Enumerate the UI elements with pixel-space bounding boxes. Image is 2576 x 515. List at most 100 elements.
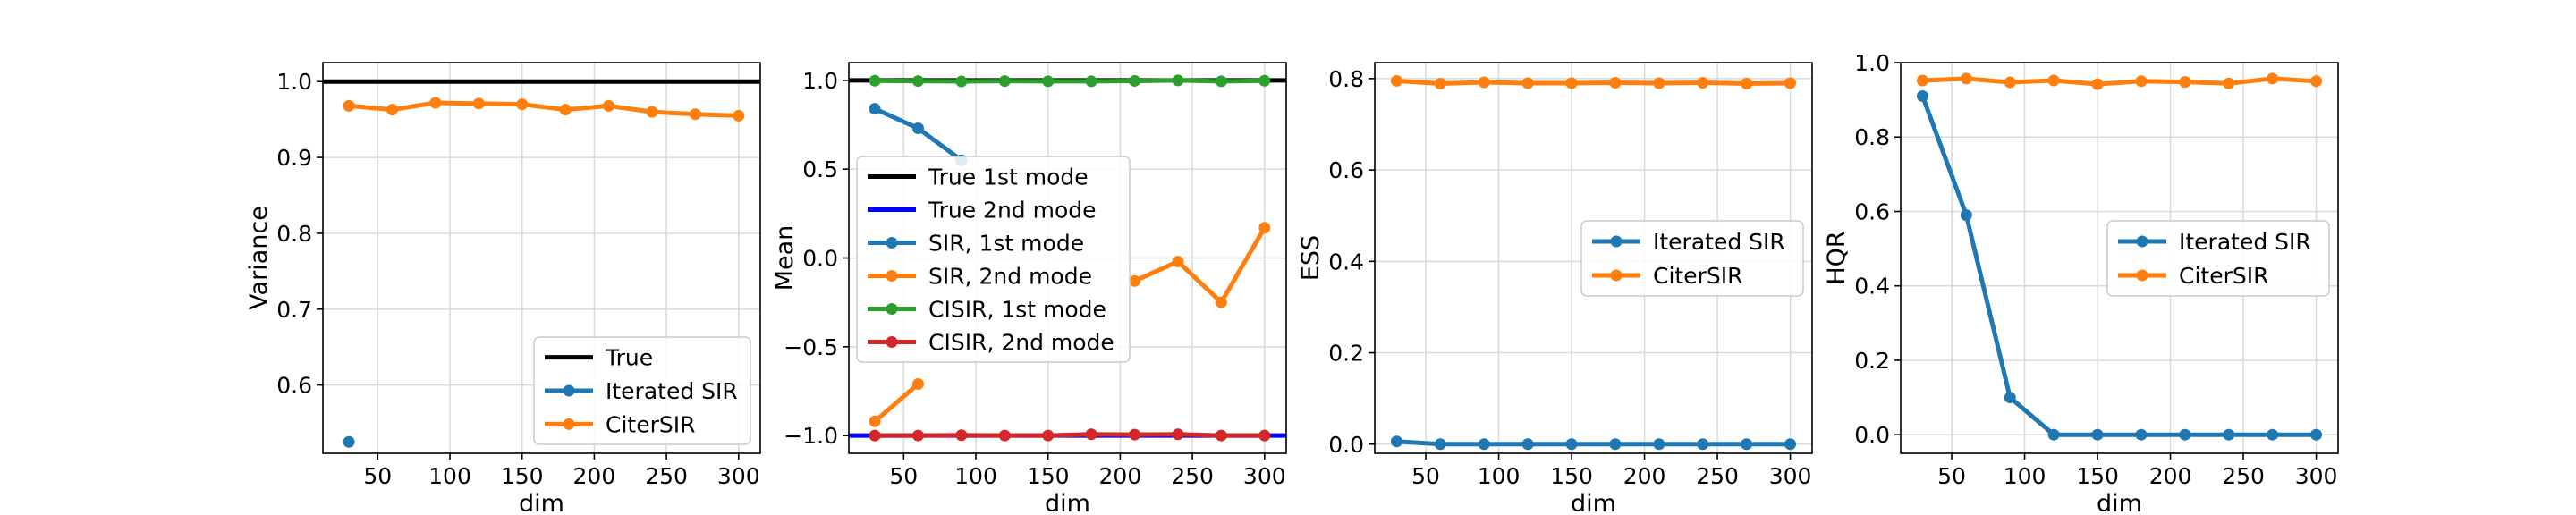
data-point <box>2310 75 2323 88</box>
data-point <box>911 122 924 134</box>
series-line <box>874 106 963 163</box>
data-point <box>911 378 924 391</box>
x-axis-label: dim <box>1571 490 1616 515</box>
x-axis-label: dim <box>1045 490 1090 515</box>
data-point <box>516 98 529 111</box>
data-point <box>429 97 442 109</box>
data-point <box>343 99 355 112</box>
y-axis-label: HQR <box>1823 231 1851 284</box>
data-point <box>1565 438 1578 451</box>
series-3 <box>869 222 1271 427</box>
legend-label: CISIR, 2nd mode <box>928 330 1114 356</box>
panel-0: 50 100 150 200 250 300 0.6 0.7 0.8 0.9 1.0 dim Varia… <box>245 62 761 515</box>
data-point <box>2091 78 2104 90</box>
series-line <box>1396 78 1791 87</box>
data-point <box>1478 76 1490 89</box>
x-tick-label: 300 <box>2295 463 2338 489</box>
series-1 <box>1916 72 2323 90</box>
data-point <box>911 429 924 442</box>
plot-frame <box>1900 62 2339 454</box>
data-point <box>1258 429 1271 442</box>
x-tick-label: 250 <box>1171 463 1214 489</box>
x-tick-label: 200 <box>2149 463 2192 489</box>
data-point <box>2047 428 2060 441</box>
data-point <box>1258 222 1271 234</box>
data-point <box>1434 438 1446 451</box>
data-point <box>1390 435 1402 448</box>
data-point <box>2223 428 2235 441</box>
data-point <box>1609 438 1622 451</box>
y-tick-label: 0.2 <box>1854 348 1890 374</box>
legend-label: CISIR, 1st mode <box>928 297 1106 323</box>
series-5 <box>869 428 1271 442</box>
data-point <box>2091 428 2104 441</box>
data-point <box>646 106 658 118</box>
plot-area <box>1390 74 1797 451</box>
series-line <box>1133 226 1267 305</box>
legend-label: SIR, 1st mode <box>928 231 1084 257</box>
x-tick-label: 300 <box>717 463 760 489</box>
data-point <box>733 109 745 122</box>
x-tick-label: 300 <box>1243 463 1286 489</box>
y-tick-label: 0.8 <box>1854 124 1890 150</box>
x-tick-label: 50 <box>1411 463 1440 489</box>
x-tick-label: 150 <box>501 463 544 489</box>
y-tick-label: 1.0 <box>802 68 838 94</box>
x-tick-label: 250 <box>645 463 688 489</box>
legend-marker <box>886 237 898 249</box>
data-point <box>2179 428 2191 441</box>
series-line <box>1922 76 2317 87</box>
legend-marker <box>1610 269 1623 282</box>
x-tick-label: 150 <box>1550 463 1593 489</box>
legend: Iterated SIR CiterSIR <box>1580 220 1804 297</box>
data-point <box>869 415 881 427</box>
data-point <box>2135 428 2148 441</box>
data-point <box>2267 72 2279 85</box>
data-point <box>1784 438 1797 451</box>
data-point <box>1129 428 1141 441</box>
plot-area <box>323 79 760 448</box>
data-point <box>1042 429 1055 442</box>
y-tick-label: 0.0 <box>802 246 838 272</box>
y-tick-label: 0.8 <box>1328 66 1364 92</box>
data-point <box>955 429 968 442</box>
legend-box <box>533 336 751 445</box>
legend-marker <box>1610 235 1623 248</box>
y-tick-label: 0.7 <box>276 297 312 323</box>
series-line <box>348 100 739 118</box>
legend-label: Iterated SIR <box>2179 229 2311 255</box>
legend-label: True 1st mode <box>928 165 1089 190</box>
y-tick-label: 1.0 <box>1854 50 1890 76</box>
legend-label: SIR, 2nd mode <box>928 264 1092 290</box>
data-point <box>911 75 924 88</box>
data-point <box>1172 428 1184 441</box>
y-axis-label: ESS <box>1297 235 1325 281</box>
x-tick-label: 200 <box>1623 463 1666 489</box>
panel-2: 50 100 150 200 250 300 0.0 0.2 0.4 0.6 0.8 dim ESS It… <box>1297 62 1813 515</box>
x-tick-label: 300 <box>1769 463 1812 489</box>
data-point <box>1741 78 1753 90</box>
data-point <box>2223 77 2235 89</box>
legend: Iterated SIR CiterSIR <box>2106 220 2330 297</box>
legend-marker <box>886 270 898 282</box>
series-1 <box>1390 74 1797 90</box>
series-line <box>873 382 920 424</box>
y-tick-label: 0.6 <box>276 373 312 399</box>
x-tick-label: 250 <box>2222 463 2265 489</box>
data-point <box>1697 76 1709 89</box>
series-line <box>1396 439 1791 447</box>
data-point <box>2310 428 2323 441</box>
data-point <box>869 429 881 442</box>
legend-box <box>856 156 1131 363</box>
data-point <box>1565 77 1578 89</box>
data-point <box>1960 209 1972 222</box>
x-tick-label: 250 <box>1696 463 1739 489</box>
data-point <box>1390 74 1402 87</box>
data-point <box>1215 296 1227 308</box>
data-point <box>1129 274 1141 287</box>
data-point <box>689 108 701 121</box>
data-point <box>2267 428 2279 441</box>
data-point <box>1042 75 1055 88</box>
data-point <box>1741 438 1753 451</box>
